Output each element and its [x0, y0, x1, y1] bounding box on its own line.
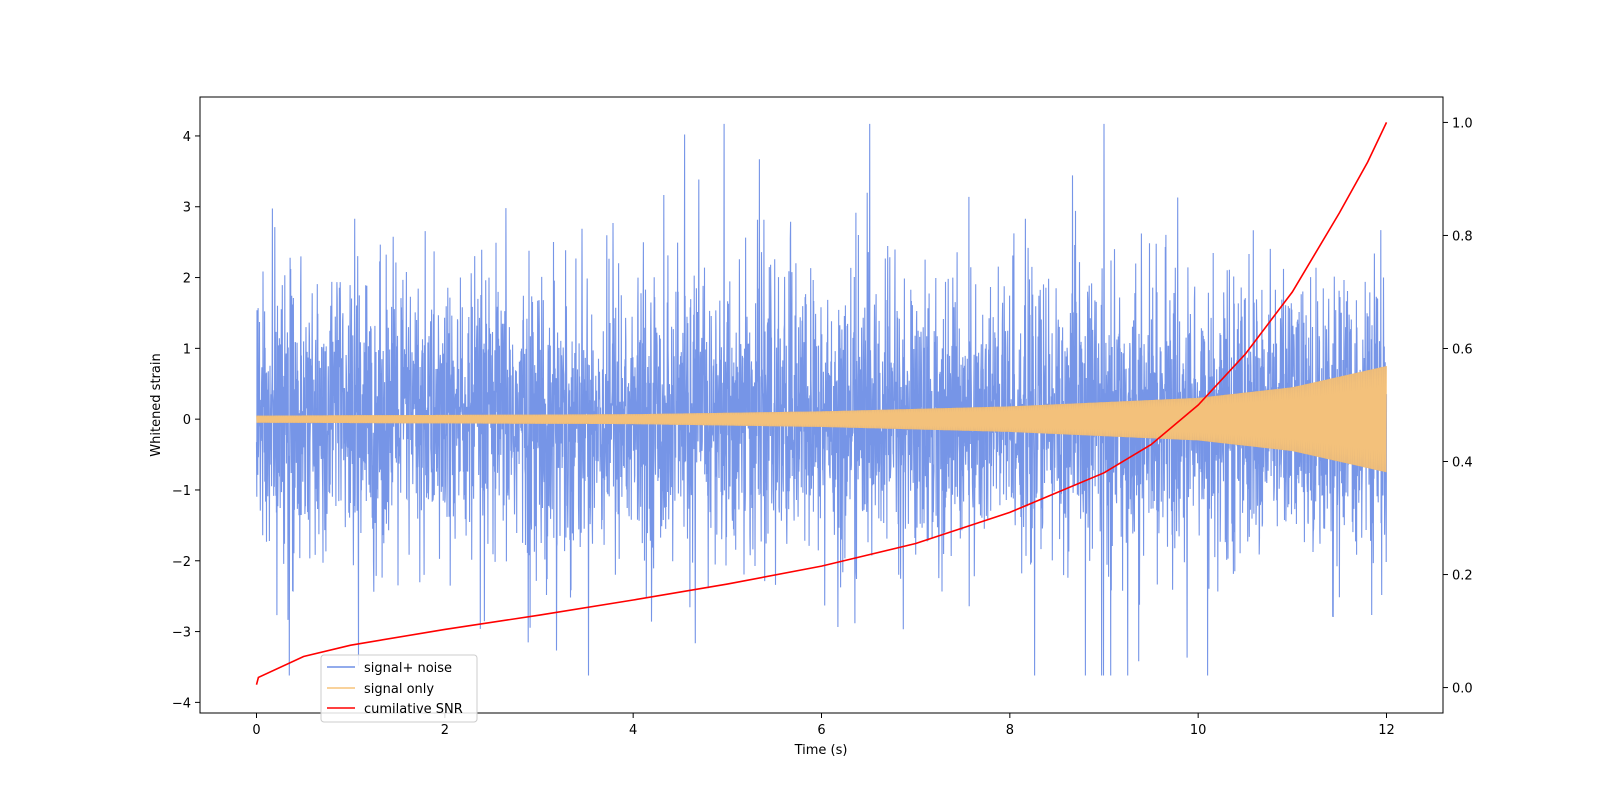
legend-label-signal-plus-noise: signal+ noise [364, 661, 452, 676]
y2-tick-label: 0.0 [1452, 682, 1473, 697]
legend-label-signal-only: signal only [364, 682, 434, 697]
x-tick-label: 12 [1378, 723, 1395, 738]
y-tick-label: 2 [183, 272, 191, 287]
y-tick-label: 1 [183, 342, 191, 357]
plot-content [255, 122, 1388, 685]
y-tick-label: 4 [183, 130, 191, 145]
y-tick-label: 3 [183, 201, 191, 216]
x-axis-label: Time (s) [794, 743, 848, 758]
x-tick-label: 8 [1006, 723, 1014, 738]
y2-tick-label: 1.0 [1452, 116, 1473, 131]
y2-tick-label: 0.8 [1452, 229, 1473, 244]
y-axis-label: Whitened strain [149, 353, 164, 456]
legend-label-cumulative-snr: cumilative SNR [364, 702, 463, 717]
y2-tick-label: 0.4 [1452, 456, 1473, 471]
x-tick-label: 6 [817, 723, 825, 738]
y-tick-label: −1 [172, 484, 191, 499]
x-tick-label: 4 [629, 723, 637, 738]
x-tick-label: 0 [252, 723, 260, 738]
y2-tick-label: 0.2 [1452, 569, 1473, 584]
series-signal-only-line [256, 366, 1387, 473]
y2-tick-label: 0.6 [1452, 342, 1473, 357]
legend: signal+ noise signal only cumilative SNR [320, 654, 478, 723]
series-cumulative-snr-line [255, 122, 1388, 685]
y-tick-label: −4 [172, 696, 191, 711]
y-tick-label: 0 [183, 413, 191, 428]
y-axis-ticks: −4 −3 −2 −1 0 1 2 3 4 [172, 130, 200, 711]
y2-axis-ticks: 0.0 0.2 0.4 0.6 0.8 1.0 [1443, 116, 1473, 697]
x-axis-ticks: 0 2 4 6 8 10 12 [252, 713, 1395, 738]
x-tick-label: 2 [441, 723, 449, 738]
y-tick-label: −2 [172, 555, 191, 570]
y-tick-label: −3 [172, 626, 191, 641]
x-tick-label: 10 [1190, 723, 1207, 738]
legend-box [320, 654, 478, 723]
